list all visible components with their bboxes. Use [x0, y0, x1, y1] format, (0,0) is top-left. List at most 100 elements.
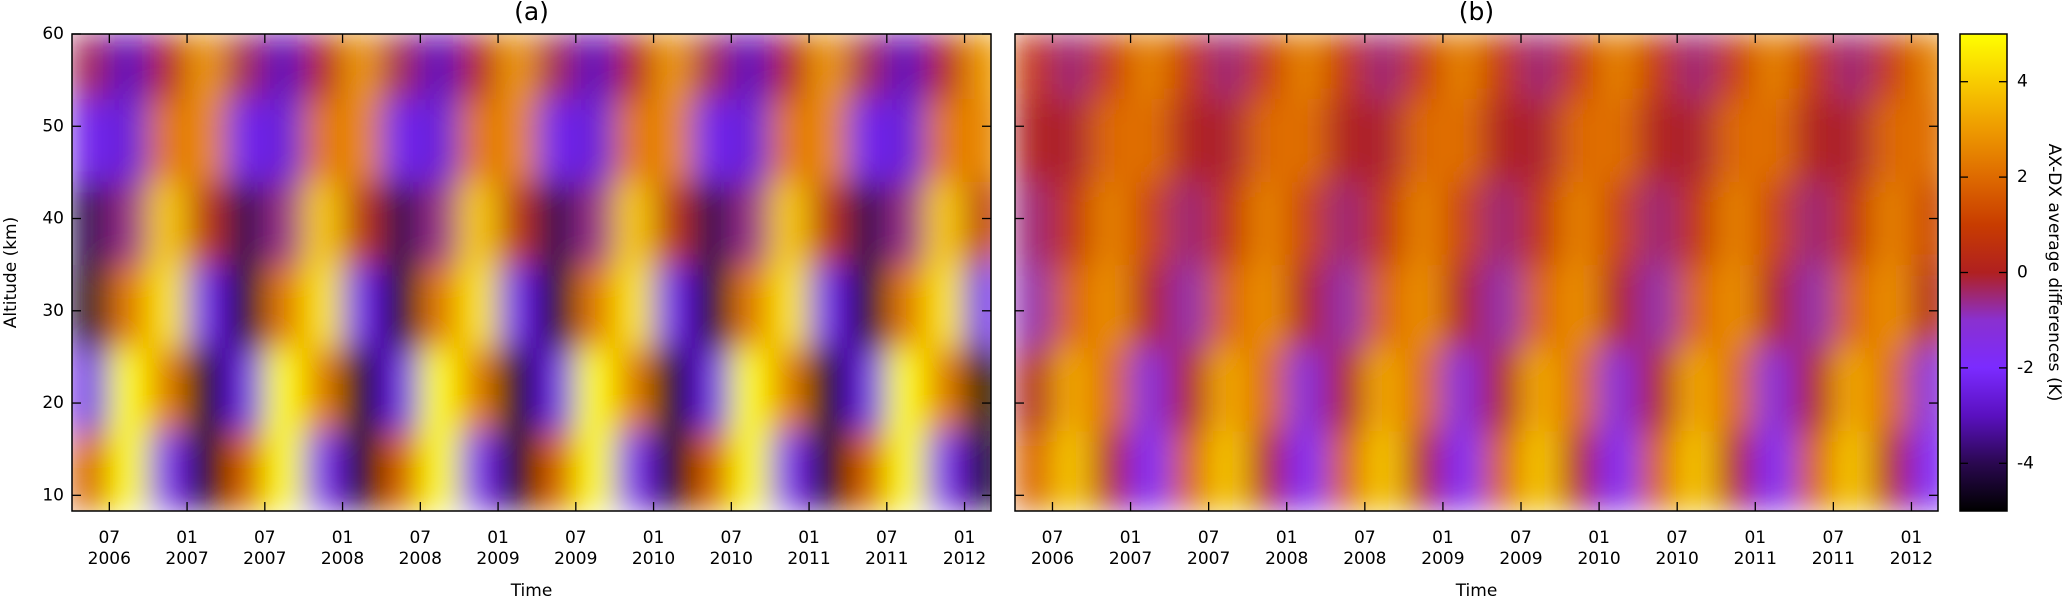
heatmap-cell [419, 430, 460, 511]
heatmap-cell [186, 34, 227, 100]
heatmap-cell [1676, 98, 1717, 183]
heatmap-cell [1286, 98, 1327, 183]
heatmap-cell [653, 181, 693, 266]
heatmap-cell [886, 264, 927, 349]
heatmap-cell [1051, 181, 1093, 266]
heatmap-cell [614, 181, 655, 266]
heatmap-cell [1910, 98, 1938, 183]
heatmap-cell [1208, 264, 1249, 349]
heatmap-cell [1130, 98, 1171, 183]
heatmap-cell [1169, 181, 1210, 266]
heatmap-cell [303, 347, 344, 432]
heatmap-cell [1754, 347, 1795, 432]
heatmap-cell [342, 264, 382, 349]
heatmap-cell [1364, 430, 1405, 511]
heatmap-cell [575, 264, 616, 349]
heatmap-cell [458, 181, 499, 266]
heatmap-cell [730, 264, 771, 349]
heatmap-cell [380, 430, 421, 511]
heatmap-cell [147, 98, 188, 183]
heatmap-cell [575, 34, 616, 100]
heatmap-cell [1910, 264, 1938, 349]
heatmap-cell [1793, 34, 1834, 100]
heatmap-cell [653, 430, 693, 511]
heatmap-cell [1247, 347, 1288, 432]
heatmap-cell [1442, 181, 1483, 266]
heatmap-cell [497, 98, 538, 183]
heatmap-cell [1130, 347, 1171, 432]
heatmap-cell [925, 181, 966, 266]
heatmap-cell [1910, 347, 1938, 432]
heatmap-cell [1715, 98, 1756, 183]
heatmap-cell [342, 347, 382, 432]
heatmap-cell [1130, 181, 1171, 266]
heatmap-cell [380, 264, 421, 349]
heatmap-cell [1832, 347, 1873, 432]
heatmap-cell [1169, 347, 1210, 432]
x-tick-label: 07 2008 [398, 528, 442, 569]
heatmap-cell [1442, 430, 1483, 511]
heatmap-cell [769, 98, 810, 183]
heatmap-cell [964, 430, 991, 511]
heatmap-cell [72, 347, 110, 432]
heatmap-cell [1520, 264, 1561, 349]
heatmap-cell [1247, 34, 1288, 100]
heatmap-cell [497, 430, 538, 511]
heatmap-cell [419, 347, 460, 432]
heatmap-cell [147, 34, 188, 100]
x-tick-label: 01 2007 [1108, 528, 1153, 569]
heatmap-cell [419, 181, 460, 266]
heatmap-cell [497, 34, 538, 100]
heatmap-cell [1871, 430, 1912, 511]
heatmap-cell [1442, 98, 1483, 183]
heatmap-cell [72, 430, 110, 511]
heatmap-cell [380, 98, 421, 183]
heatmap-cell [925, 34, 966, 100]
heatmap-cell [1442, 34, 1483, 100]
heatmap-cell [1051, 98, 1093, 183]
heatmap-cell [808, 430, 849, 511]
heatmap-cell [1793, 430, 1834, 511]
x-tick-label: 07 2006 [1030, 528, 1075, 569]
heatmap-cell [1208, 98, 1249, 183]
heatmap-cell [497, 347, 538, 432]
heatmap-cell [575, 181, 616, 266]
heatmap-cell [303, 181, 344, 266]
heatmap-cell [1832, 264, 1873, 349]
heatmap-cell [1637, 430, 1678, 511]
heatmap-cell [264, 34, 305, 100]
x-tick-label: 01 2008 [1265, 528, 1309, 569]
heatmap-cell [1598, 430, 1639, 511]
x-axis-label: Time [510, 581, 553, 598]
heatmap-cell [1559, 430, 1600, 511]
heatmap-area [1015, 34, 1938, 511]
heatmap-cell [1598, 264, 1639, 349]
heatmap-cell [1325, 181, 1366, 266]
heatmap-cell [847, 98, 888, 183]
heatmap-cell [1481, 98, 1522, 183]
heatmap-cell [1559, 181, 1600, 266]
heatmap-cell [1520, 34, 1561, 100]
heatmap-cell [1208, 34, 1249, 100]
heatmap-cell [1325, 264, 1366, 349]
heatmap-cell [730, 430, 771, 511]
heatmap-cell [1015, 98, 1053, 183]
heatmap-cell [1754, 430, 1795, 511]
x-tick-label: 07 2011 [1811, 528, 1855, 569]
panel-title: (a) [514, 0, 549, 26]
heatmap-cell [342, 98, 382, 183]
heatmap-cell [1715, 430, 1756, 511]
heatmap-cell [653, 34, 693, 100]
heatmap-cell [147, 181, 188, 266]
x-tick-label: 07 2010 [1655, 528, 1699, 569]
x-tick-label: 01 2008 [320, 528, 365, 569]
heatmap-cell [964, 34, 991, 100]
panel-title: (b) [1459, 0, 1494, 26]
heatmap-cell [1637, 347, 1678, 432]
heatmap-cell [1559, 34, 1600, 100]
heatmap-cell [72, 98, 110, 183]
heatmap-cell [1169, 34, 1210, 100]
heatmap-cell [1169, 98, 1210, 183]
heatmap-cell [614, 34, 655, 100]
